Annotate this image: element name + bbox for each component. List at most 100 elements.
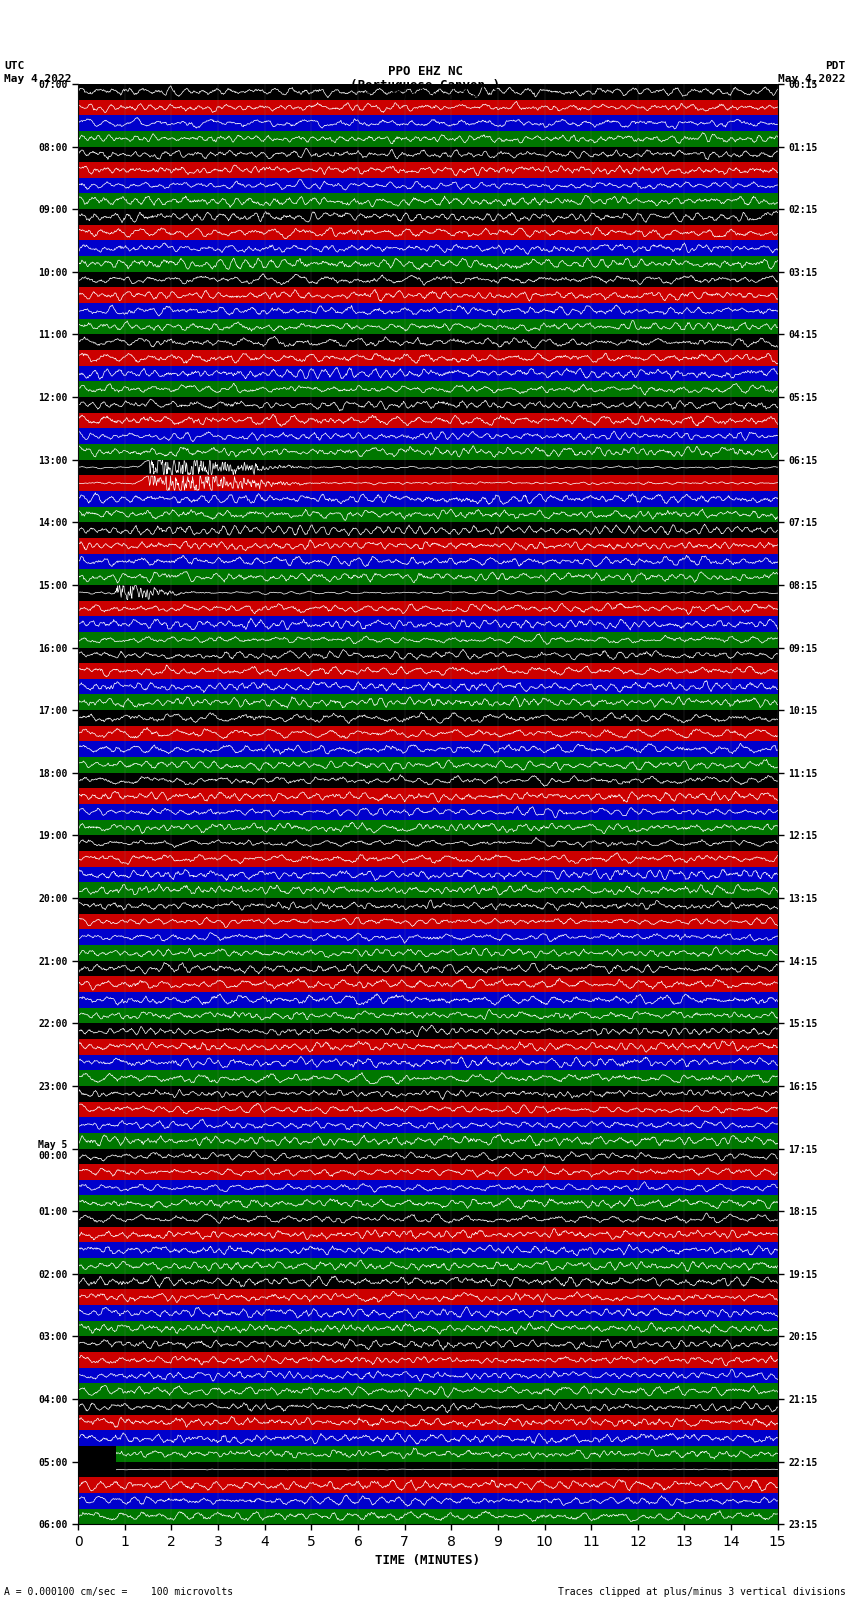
Bar <box>78 1165 778 1179</box>
Bar <box>78 1289 778 1305</box>
Bar <box>78 350 778 366</box>
Bar <box>78 913 778 929</box>
Bar <box>78 819 778 836</box>
Bar <box>78 413 778 429</box>
Bar <box>78 569 778 586</box>
Bar <box>78 147 778 163</box>
Bar <box>78 836 778 852</box>
Bar <box>78 271 778 287</box>
Bar <box>78 679 778 695</box>
Bar <box>78 945 778 961</box>
Bar <box>78 1195 778 1211</box>
Text: (Portuguese Canyon ): (Portuguese Canyon ) <box>350 79 500 92</box>
Bar <box>78 1148 778 1165</box>
Bar <box>78 866 778 882</box>
Bar <box>78 537 778 553</box>
Bar <box>78 632 778 647</box>
Bar <box>78 1368 778 1384</box>
Bar <box>78 1086 778 1102</box>
Bar <box>78 177 778 194</box>
Bar <box>78 600 778 616</box>
Bar <box>78 852 778 866</box>
Bar <box>78 976 778 992</box>
Bar <box>78 381 778 397</box>
Bar <box>78 882 778 898</box>
Bar <box>78 476 778 490</box>
Bar <box>78 553 778 569</box>
Bar <box>78 490 778 506</box>
Bar <box>78 397 778 413</box>
Bar <box>78 1023 778 1039</box>
Bar <box>78 506 778 523</box>
Text: PPO EHZ NC: PPO EHZ NC <box>388 65 462 79</box>
Bar <box>78 773 778 789</box>
Bar <box>78 210 778 224</box>
Bar <box>78 586 778 600</box>
X-axis label: TIME (MINUTES): TIME (MINUTES) <box>376 1555 480 1568</box>
Bar <box>78 961 778 976</box>
Bar <box>78 742 778 756</box>
Bar <box>78 1118 778 1132</box>
Bar <box>78 1102 778 1118</box>
Bar <box>78 1431 778 1445</box>
Bar <box>78 1337 778 1352</box>
Bar <box>78 334 778 350</box>
Bar <box>78 319 778 334</box>
Bar <box>78 366 778 381</box>
Bar <box>78 224 778 240</box>
Bar <box>78 303 778 319</box>
Bar <box>78 115 778 131</box>
Bar <box>78 929 778 945</box>
Bar <box>78 523 778 537</box>
Bar <box>78 1384 778 1398</box>
Bar <box>78 240 778 256</box>
Bar <box>78 789 778 803</box>
Bar <box>78 460 778 476</box>
Bar <box>78 898 778 913</box>
Bar <box>78 1445 116 1478</box>
Text: UTC: UTC <box>4 61 25 71</box>
Bar <box>78 726 778 742</box>
Bar <box>78 1274 778 1289</box>
Bar <box>78 100 778 115</box>
Bar <box>78 1071 778 1086</box>
Bar <box>78 663 778 679</box>
Text: May 4,2022: May 4,2022 <box>4 74 71 84</box>
Bar <box>78 287 778 303</box>
Bar <box>78 1352 778 1368</box>
Bar <box>78 1055 778 1071</box>
Bar <box>78 647 778 663</box>
Bar <box>78 84 778 100</box>
Bar <box>78 429 778 444</box>
Text: A = 0.000100 cm/sec =    100 microvolts: A = 0.000100 cm/sec = 100 microvolts <box>4 1587 234 1597</box>
Bar <box>78 194 778 210</box>
Bar <box>78 1494 778 1508</box>
Bar <box>78 1008 778 1023</box>
Bar <box>78 1415 778 1431</box>
Bar <box>78 1179 778 1195</box>
Bar <box>78 131 778 147</box>
Bar <box>78 1398 778 1415</box>
Bar <box>78 1321 778 1337</box>
Bar <box>78 1305 778 1321</box>
Bar <box>78 695 778 710</box>
Bar <box>78 256 778 271</box>
Bar <box>78 756 778 773</box>
Bar <box>78 1227 778 1242</box>
Bar <box>78 1445 778 1461</box>
Text: I = 0.000100 cm/sec: I = 0.000100 cm/sec <box>366 92 484 102</box>
Bar <box>78 1461 778 1478</box>
Bar <box>78 444 778 460</box>
Bar <box>78 616 778 632</box>
Text: May 4,2022: May 4,2022 <box>779 74 846 84</box>
Bar <box>78 1242 778 1258</box>
Bar <box>78 1508 778 1524</box>
Bar <box>78 992 778 1008</box>
Bar <box>78 1211 778 1227</box>
Bar <box>78 1039 778 1055</box>
Bar <box>78 1478 778 1494</box>
Bar <box>78 803 778 819</box>
Bar <box>78 710 778 726</box>
Bar <box>78 1132 778 1148</box>
Bar <box>78 163 778 177</box>
